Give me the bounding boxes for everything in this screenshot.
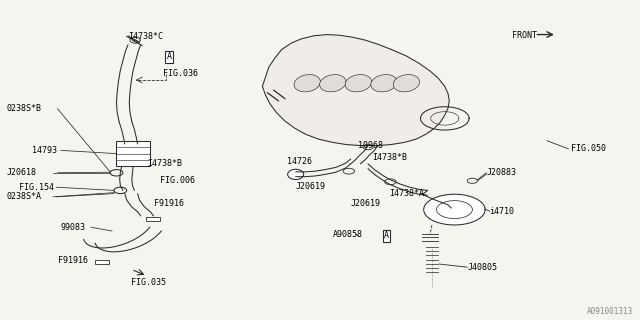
FancyBboxPatch shape bbox=[95, 260, 109, 264]
Text: i4710: i4710 bbox=[490, 207, 515, 216]
Polygon shape bbox=[424, 194, 485, 225]
Text: 14793: 14793 bbox=[32, 146, 57, 155]
FancyBboxPatch shape bbox=[116, 141, 150, 166]
Text: A90858: A90858 bbox=[333, 230, 363, 239]
Text: A: A bbox=[384, 231, 389, 240]
Text: FRONT: FRONT bbox=[512, 31, 537, 40]
Text: 99083: 99083 bbox=[61, 223, 86, 232]
Text: J20619: J20619 bbox=[351, 199, 381, 208]
Text: I4738*B: I4738*B bbox=[147, 159, 182, 168]
Text: A091001313: A091001313 bbox=[588, 307, 634, 316]
Text: I4738*A: I4738*A bbox=[389, 189, 424, 198]
Text: FIG.036: FIG.036 bbox=[163, 69, 198, 78]
Ellipse shape bbox=[319, 75, 346, 92]
Ellipse shape bbox=[294, 75, 321, 92]
Text: J20619: J20619 bbox=[296, 182, 326, 191]
Text: I4738*B: I4738*B bbox=[372, 153, 408, 162]
Text: I4738*C: I4738*C bbox=[128, 32, 163, 41]
Text: 0238S*A: 0238S*A bbox=[6, 192, 42, 201]
Ellipse shape bbox=[393, 75, 420, 92]
Text: 0238S*B: 0238S*B bbox=[6, 104, 42, 113]
Ellipse shape bbox=[288, 169, 304, 180]
Text: J20883: J20883 bbox=[486, 168, 516, 177]
Text: 14726: 14726 bbox=[287, 157, 312, 166]
Text: F91916: F91916 bbox=[58, 256, 88, 265]
Text: FIG.035: FIG.035 bbox=[131, 278, 166, 287]
FancyBboxPatch shape bbox=[146, 217, 160, 221]
Text: FIG.006: FIG.006 bbox=[160, 176, 195, 185]
Ellipse shape bbox=[371, 75, 397, 92]
Text: F91916: F91916 bbox=[154, 199, 184, 208]
Text: FIG.050: FIG.050 bbox=[571, 144, 606, 153]
Text: J20618: J20618 bbox=[6, 168, 36, 177]
Text: FIG.154: FIG.154 bbox=[19, 183, 54, 192]
Ellipse shape bbox=[345, 75, 372, 92]
Polygon shape bbox=[262, 35, 449, 146]
Text: J40805: J40805 bbox=[467, 263, 497, 272]
Text: A: A bbox=[166, 52, 172, 61]
Text: 10968: 10968 bbox=[358, 141, 383, 150]
